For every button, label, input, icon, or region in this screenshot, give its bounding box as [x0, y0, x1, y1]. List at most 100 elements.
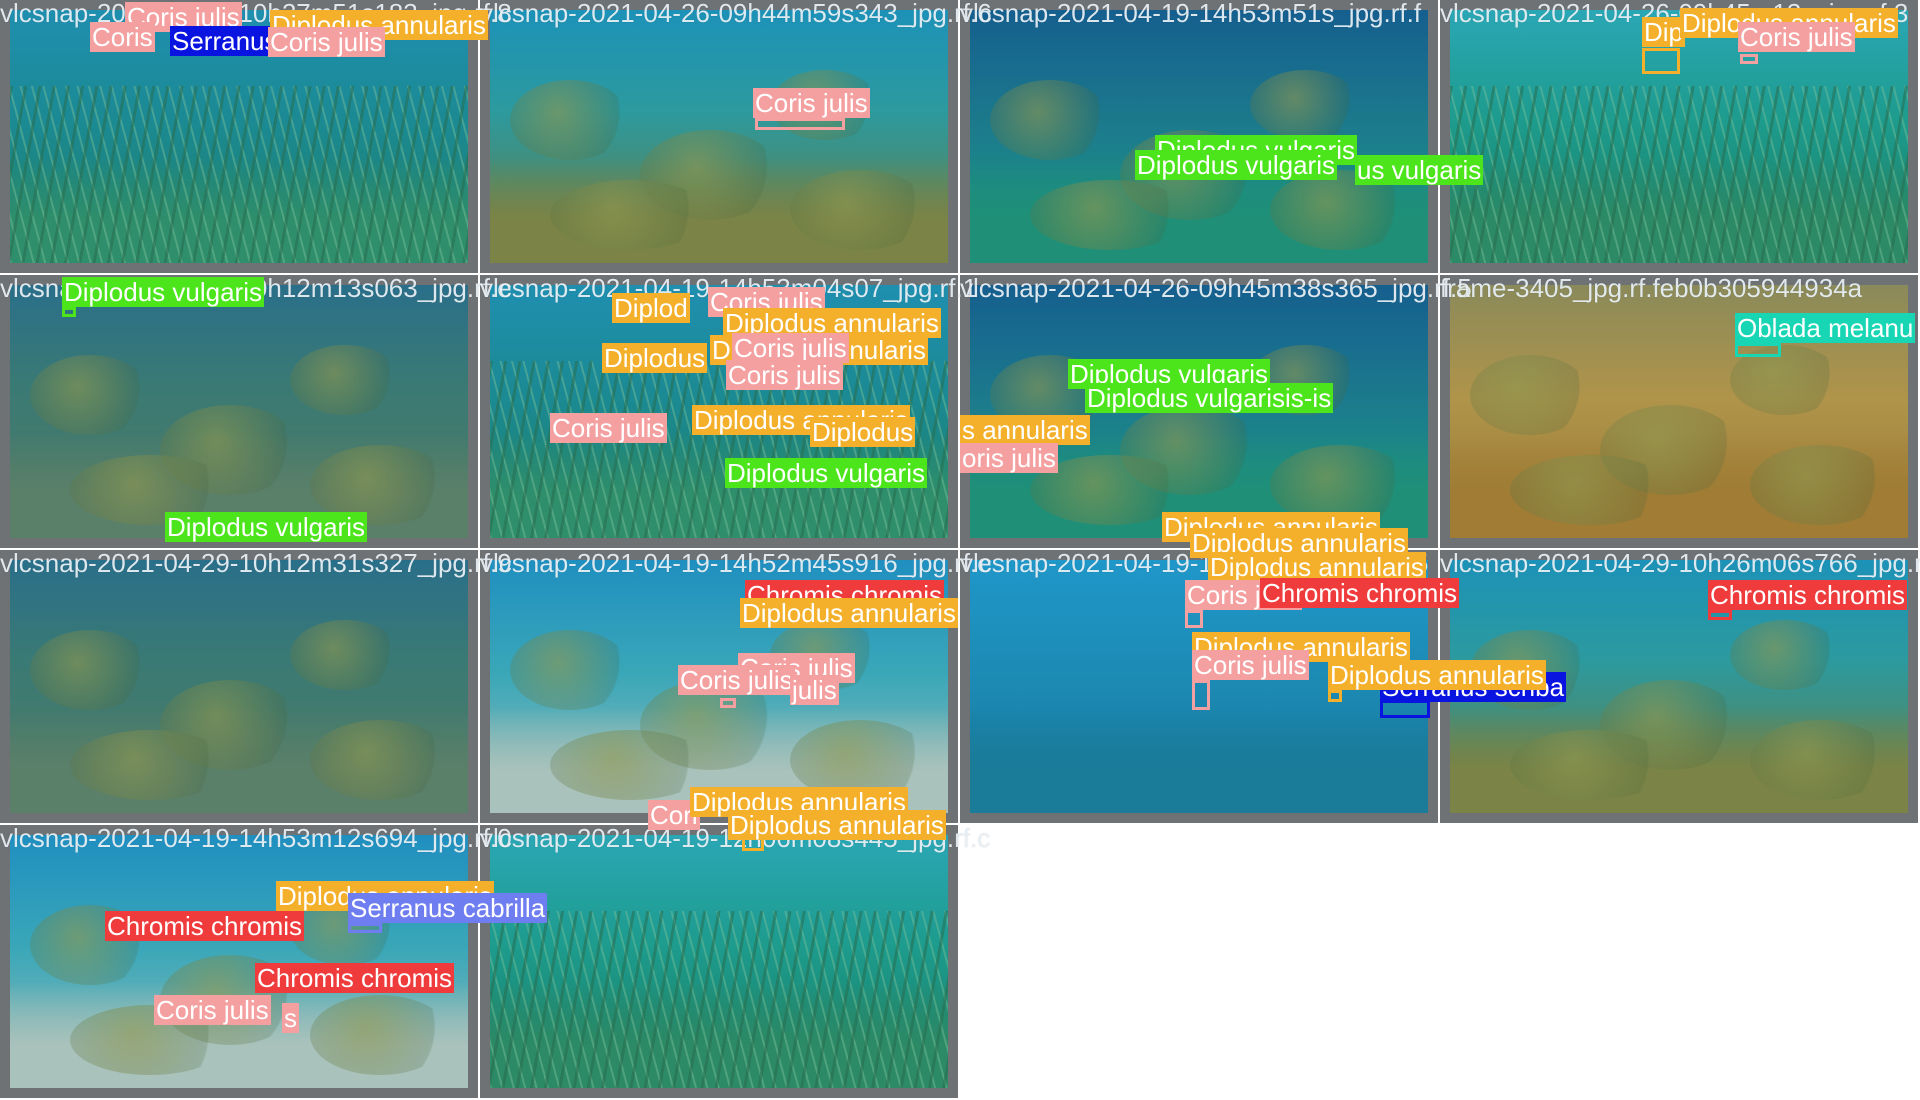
detection-label: Coris julis — [550, 413, 667, 443]
seaweed-clump — [310, 445, 450, 525]
seaweed-clump — [510, 630, 630, 710]
image-filename: vlcsnap-2021-04-26-09h45m38s365_jpg.rf.5 — [960, 273, 1472, 303]
underwater-photo — [970, 10, 1428, 263]
image-filename: vlcsnap-2021-04-29-10h12m31s327_jpg.rf.9 — [0, 548, 512, 578]
detection-box — [755, 118, 845, 130]
detection-box — [1192, 680, 1210, 710]
seaweed-clump — [1730, 620, 1840, 690]
image-tile: vlcsnap-2021-04-19-14h53m04s07_jpg.rf.1D… — [480, 273, 977, 548]
seaweed-clump — [70, 730, 230, 800]
image-tile: frame-3405_jpg.rf.feb0b305944934a Oblada … — [1440, 273, 1918, 548]
seaweed-clump — [550, 730, 710, 800]
seaweed-clump — [1470, 355, 1590, 435]
detection-label: Oblada melanu — [1735, 313, 1916, 343]
underwater-photo — [10, 835, 468, 1088]
image-tile: vlcsnap-2021-04-19-14h52m45s916_jpg.rf.e… — [480, 548, 992, 823]
image-filename: vlcsnap-2021-04-19-14h52m45s916_jpg.rf.e — [480, 548, 992, 578]
underwater-photo — [490, 835, 948, 1088]
detection-box — [1642, 48, 1680, 74]
image-tile: vlcsnap-2021-04-19-14h53m12s694_jpg.rf.0… — [0, 823, 548, 1098]
detection-box — [1708, 610, 1732, 620]
detection-label: Coris julis — [678, 665, 795, 695]
image-filename: vlcsnap-2021-04-29-10h26m06s766_jpg.rf.9 — [1440, 548, 1920, 578]
detection-label: Diplodus annularis — [1328, 660, 1546, 690]
seaweed-clump — [510, 80, 630, 160]
seaweed-clump — [1510, 730, 1670, 800]
seaweed-clump — [30, 630, 150, 710]
detection-box — [1735, 343, 1781, 357]
detection-label: Coris julis — [726, 360, 843, 390]
image-tile: vlcsnap-2021-04-29-10h12m13s063_jpg.rf.e… — [0, 273, 512, 548]
detection-label: us vulgaris — [1355, 155, 1484, 185]
detection-label: Diplodus annularis — [740, 598, 958, 628]
seaweed-clump — [310, 720, 450, 800]
detection-label: Diplodus annularis — [1208, 552, 1426, 582]
detection-label: Chromis chromis — [255, 963, 455, 993]
image-tile: vlcsnap-2021-04-26-09h45m13s_jpg.rf.3 Dip… — [1440, 0, 1918, 273]
detection-box — [62, 307, 76, 317]
seabed — [970, 706, 1428, 813]
seaweed-clump — [1510, 455, 1670, 525]
image-tile: vlcsnap-2021-04-19-12h06m08s445_jpg.rf.c… — [480, 787, 990, 1098]
detection-box — [1380, 700, 1430, 718]
detection-label: Coris julis — [1192, 650, 1309, 680]
detection-label: oris julis — [960, 443, 1058, 473]
detection-label: Chromis chromis — [1708, 580, 1908, 610]
detection-label: Diplodus — [602, 343, 708, 373]
image-tile: vlcsnap-2021-04-29-10h27m51s183_jpg.rf.8… — [0, 0, 512, 273]
image-filename: vlcsnap-2021-04-19-14h53m51s_jpg.rf.f — [960, 0, 1422, 28]
detection-label: Coris — [90, 22, 155, 52]
seaweed-clump — [290, 345, 400, 415]
image-tile: vlcsnap-2021-04-26-09h45m38s365_jpg.rf.5… — [960, 273, 1472, 548]
seaweed-clump — [1750, 445, 1890, 525]
detection-label: Diplod — [612, 293, 690, 323]
detection-label: Dip — [1642, 17, 1686, 47]
detection-label: Coris julis — [154, 995, 271, 1025]
seaweed-clump — [1270, 445, 1410, 525]
detection-box — [348, 923, 382, 933]
image-tile: vlcsnap-2021-04-26-09h44m59s343_jpg.rf.6… — [480, 0, 992, 273]
seagrass — [490, 360, 948, 538]
image-filename: vlcsnap-2021-04-19-14h53m12s694_jpg.rf.0 — [0, 823, 512, 853]
detection-label: Coris julis — [268, 27, 385, 57]
seaweed-clump — [290, 620, 400, 690]
seaweed-clump — [1750, 720, 1890, 800]
seagrass — [1450, 85, 1908, 263]
underwater-photo — [10, 560, 468, 813]
image-tile: vlcsnap-2021-04-29-10h12m31s327_jpg.rf.9… — [0, 512, 512, 823]
seagrass — [10, 85, 468, 263]
image-tile: vlcsnap-2021-04-19-14h52m31s_jpg.rf.5 Dip… — [960, 512, 1567, 823]
detection-label: Diplodus vulgarisis-is — [1085, 383, 1334, 413]
detection-label: Serranus — [170, 26, 280, 56]
detection-label: Serranus cabrilla — [348, 893, 548, 923]
seaweed-clump — [30, 355, 150, 435]
seaweed-clump — [790, 170, 930, 250]
detection-label: s — [282, 1003, 299, 1033]
detection-label: Diplodus vulgaris — [1135, 150, 1337, 180]
detection-box — [1328, 690, 1342, 702]
detection-label: Coris julis — [753, 88, 870, 118]
detection-label: Diplodus vulgaris — [62, 277, 264, 307]
seaweed-clump — [790, 720, 930, 800]
underwater-photo — [10, 285, 468, 538]
seaweed-clump — [1030, 180, 1190, 250]
seaweed-clump — [310, 995, 450, 1075]
detection-box — [720, 698, 736, 708]
detection-label: s annularis — [960, 415, 1090, 445]
image-filename: vlcsnap-2021-04-26-09h44m59s343_jpg.rf.6 — [480, 0, 992, 28]
image-filename: frame-3405_jpg.rf.feb0b305944934a — [1440, 273, 1863, 303]
detection-label: Coris julis — [1738, 22, 1855, 52]
detection-box — [1185, 610, 1203, 628]
seagrass — [490, 910, 948, 1088]
seaweed-clump — [990, 80, 1110, 160]
detection-label: Diplodus annularis — [728, 810, 946, 840]
seaweed-clump — [550, 180, 710, 250]
image-tile: vlcsnap-2021-04-19-14h53m51s_jpg.rf.f Dip… — [960, 0, 1484, 273]
detection-label: julis — [790, 675, 839, 705]
underwater-photo — [490, 10, 948, 263]
detection-label: Diplodus vulgaris — [725, 458, 927, 488]
detection-label: Chromis chromis — [105, 911, 305, 941]
detection-label: Coris julis — [732, 333, 849, 363]
detection-label: Diplodus — [810, 417, 916, 447]
